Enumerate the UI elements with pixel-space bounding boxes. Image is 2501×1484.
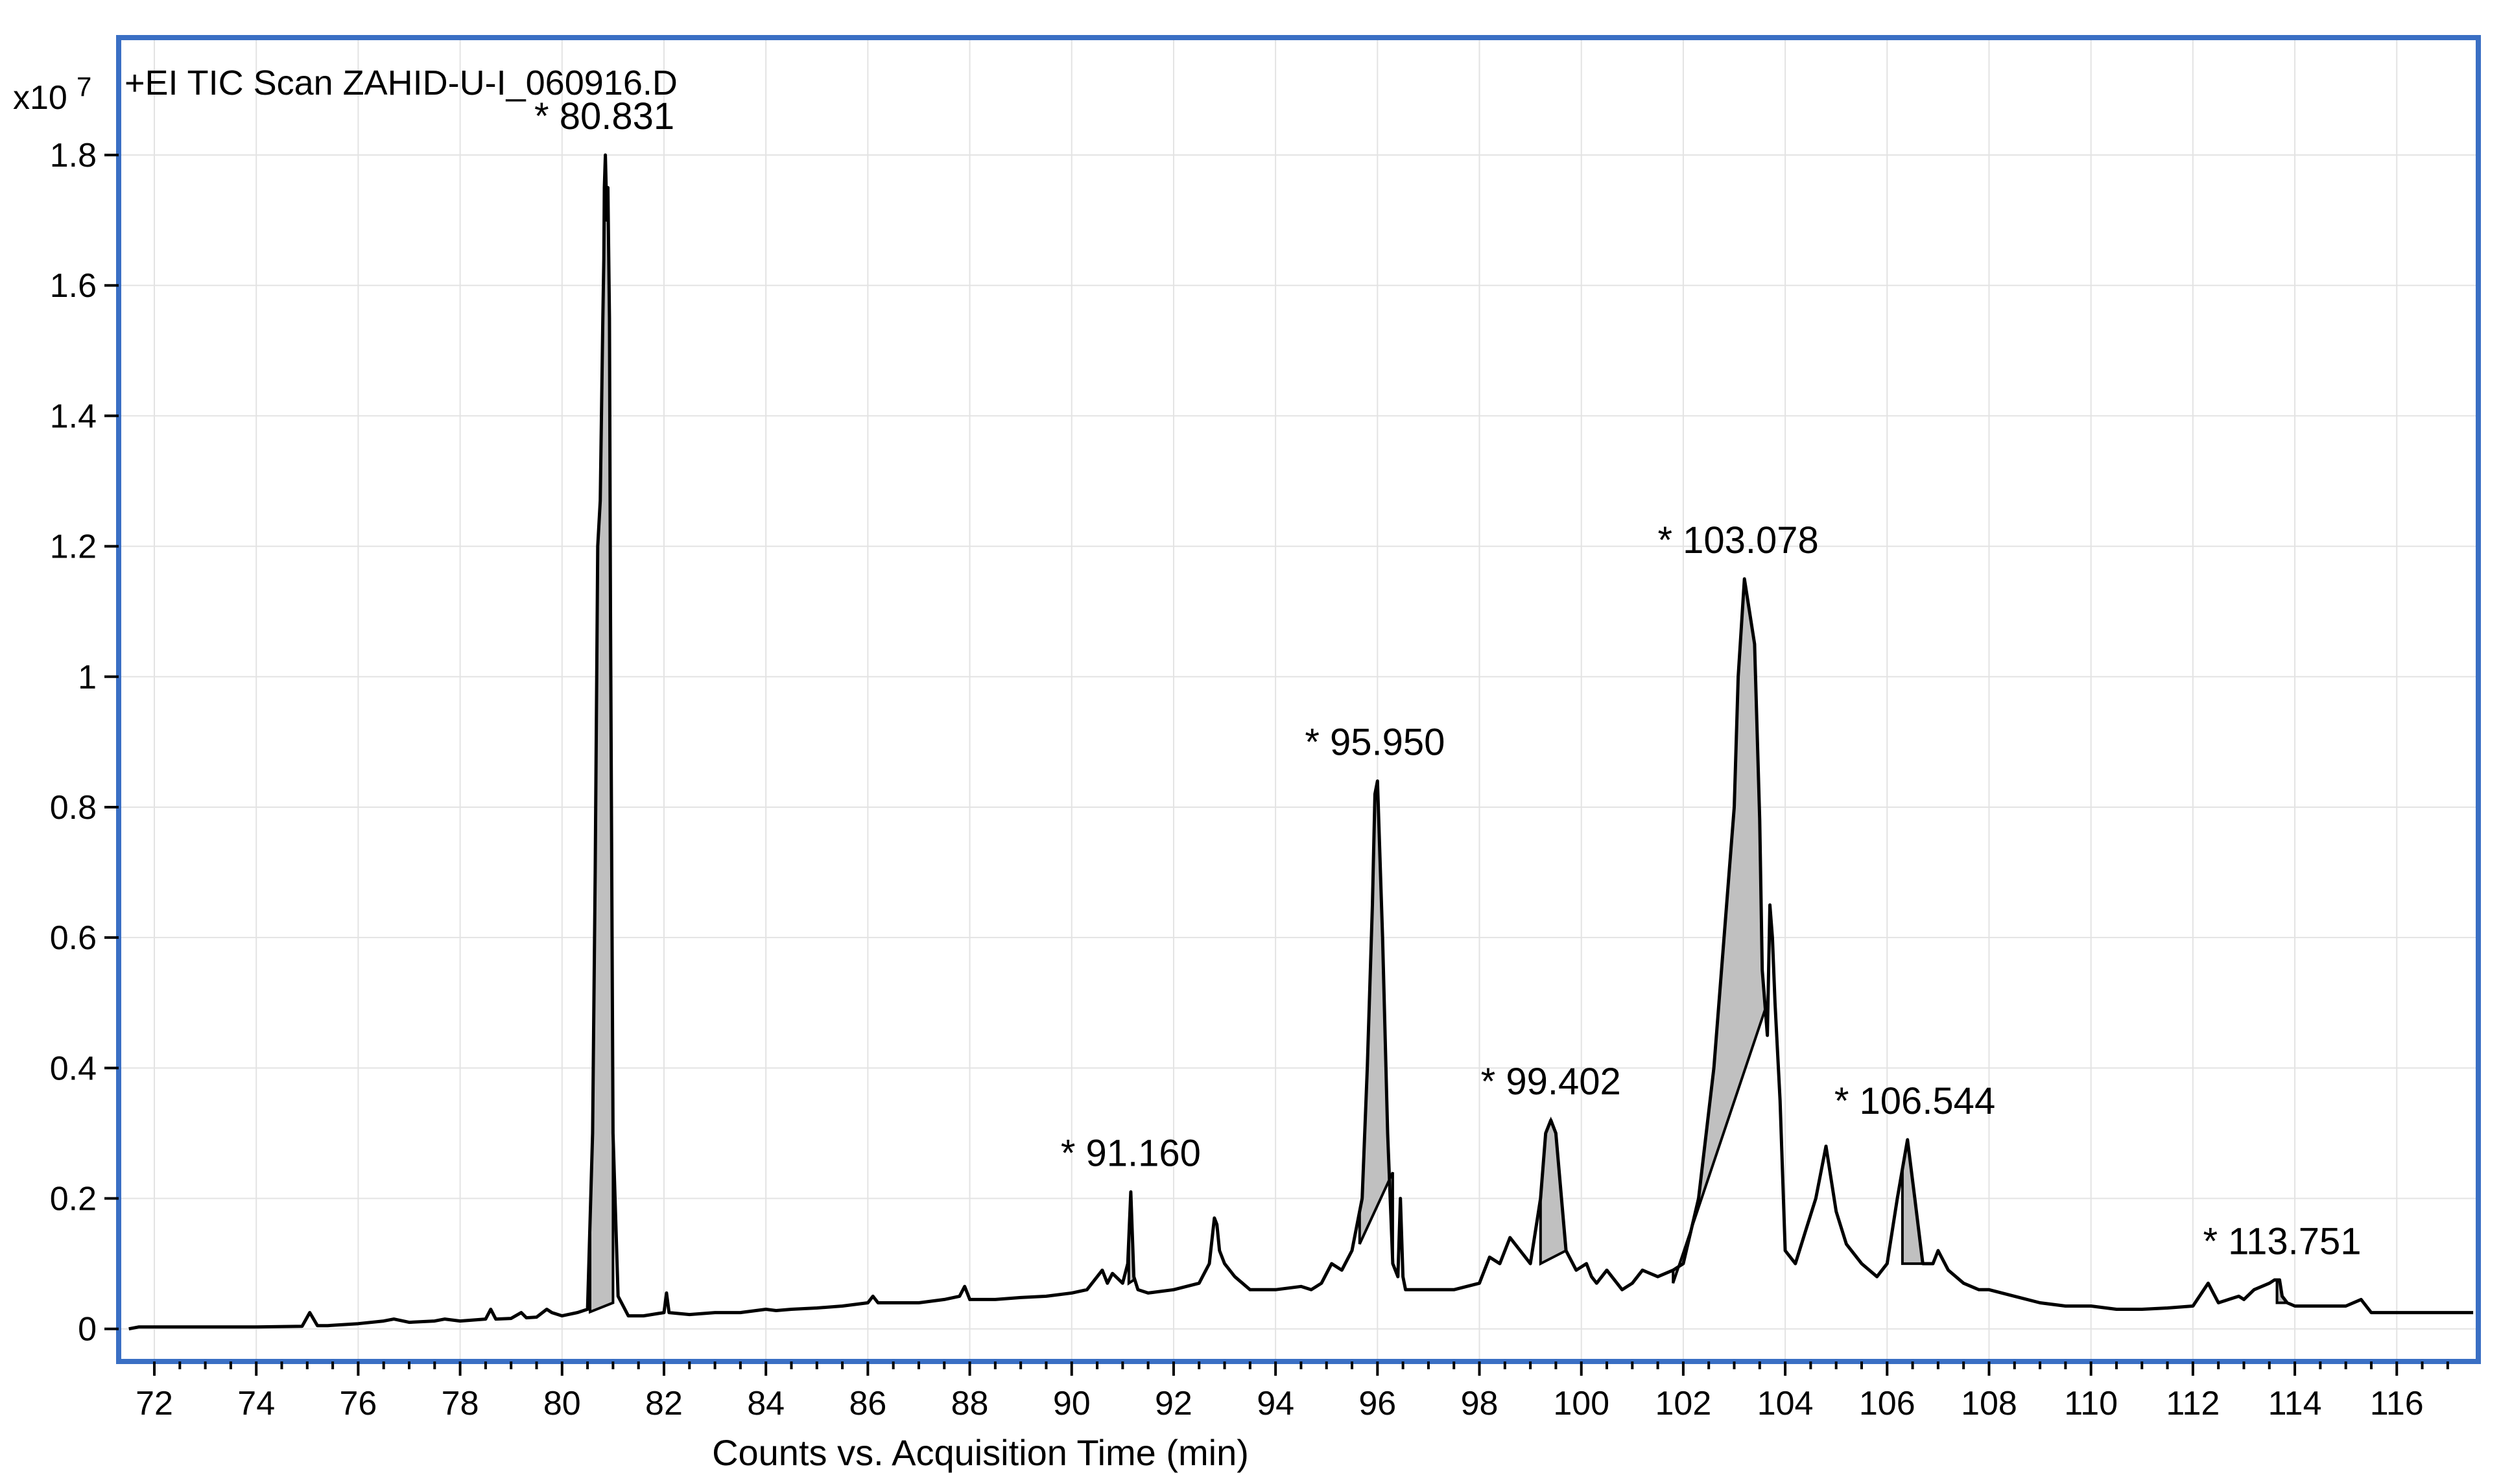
x-tick-label: 102 — [1655, 1385, 1712, 1422]
plot-frame — [116, 35, 2481, 1364]
peak-labels: * 80.831 * 91.160 * 95.950 * 99.402 * 103.07… — [534, 95, 2361, 1262]
y-tick-label: 1 — [78, 659, 97, 696]
peak-label: * 91.160 — [1061, 1132, 1201, 1174]
x-tick-label: 90 — [1053, 1385, 1091, 1422]
x-tick-label: 76 — [339, 1385, 377, 1422]
x-tick-label: 96 — [1358, 1385, 1396, 1422]
y-tick-label: 0.8 — [50, 789, 97, 827]
x-tick-label: 104 — [1757, 1385, 1814, 1422]
x-tick-label: 112 — [2166, 1385, 2220, 1422]
x-tick-label: 74 — [237, 1385, 275, 1422]
chart-title: +EI TIC Scan ZAHID-U-I_060916.D — [124, 64, 678, 102]
x-tick-label: 88 — [951, 1385, 989, 1422]
x-tick-label: 72 — [136, 1385, 173, 1422]
y-tick-label: 0 — [78, 1311, 97, 1349]
y-exponent: 7 — [77, 71, 91, 102]
y-axis: x10 7 0 0.2 0.4 0.6 0.8 1 1.2 1.4 1.6 1.8 — [13, 71, 119, 1349]
peak-label: * 103.078 — [1657, 519, 1818, 561]
x-tick-label: 98 — [1461, 1385, 1499, 1422]
peak-label: * 113.751 — [2203, 1220, 2361, 1262]
x-tick-label: 80 — [543, 1385, 581, 1422]
grid — [119, 38, 2478, 1361]
x-tick-label: 78 — [442, 1385, 479, 1422]
x-tick-label: 82 — [645, 1385, 683, 1422]
x-tick-label: 94 — [1257, 1385, 1294, 1422]
x-tick-label: 110 — [2064, 1385, 2118, 1422]
x-axis: 72 74 76 78 80 82 84 86 88 90 92 94 96 98 100 102 104 106… — [136, 1361, 2449, 1422]
x-tick-label: 84 — [747, 1385, 785, 1422]
tic-trace — [128, 153, 2474, 1331]
y-multiplier: x10 — [13, 79, 67, 117]
x-tick-label: 106 — [1859, 1385, 1915, 1422]
y-tick-label: 1.4 — [50, 397, 97, 435]
y-tick-label: 0.6 — [50, 919, 97, 957]
y-tick-label: 1.8 — [50, 137, 97, 174]
x-tick-label: 114 — [2268, 1385, 2322, 1422]
x-tick-label: 116 — [2370, 1385, 2424, 1422]
x-axis-title: Counts vs. Acquisition Time (min) — [712, 1432, 1249, 1473]
x-tick-label: 92 — [1155, 1385, 1192, 1422]
trace — [128, 153, 2474, 1331]
peak-label: * 106.544 — [1834, 1080, 1995, 1122]
peak-label: * 95.950 — [1305, 722, 1445, 764]
y-tick-label: 0.4 — [50, 1050, 97, 1087]
x-tick-label: 86 — [849, 1385, 886, 1422]
peak-label: * 99.402 — [1481, 1061, 1621, 1103]
x-tick-label: 108 — [1961, 1385, 2017, 1422]
x-tick-label: 100 — [1553, 1385, 1609, 1422]
y-tick-label: 1.2 — [50, 528, 97, 566]
y-tick-label: 1.6 — [50, 267, 97, 305]
y-tick-label: 0.2 — [50, 1181, 97, 1218]
peak-label: * 80.831 — [534, 95, 674, 137]
